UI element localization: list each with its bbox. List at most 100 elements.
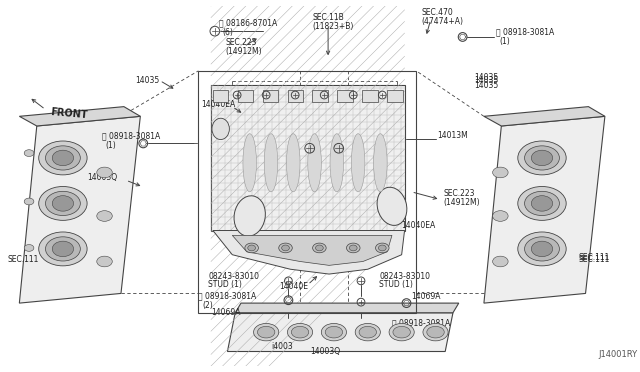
Ellipse shape [52,196,74,211]
Text: Ⓑ 08186-8701A: Ⓑ 08186-8701A [219,18,277,27]
Bar [337,90,353,102]
Text: STUD (1): STUD (1) [380,280,413,289]
Ellipse shape [321,323,346,341]
Ellipse shape [253,323,279,341]
Bar [238,90,253,102]
Ellipse shape [389,323,414,341]
Text: (11823+B): (11823+B) [312,22,354,31]
Text: 14035: 14035 [474,73,499,82]
Bar [362,90,378,102]
Ellipse shape [282,245,289,251]
Ellipse shape [493,256,508,267]
Ellipse shape [518,186,566,220]
Ellipse shape [349,245,357,251]
Ellipse shape [248,245,255,251]
Text: J14001RY: J14001RY [598,350,637,359]
Ellipse shape [97,256,112,267]
Text: 14003Q: 14003Q [87,173,117,182]
Text: 14003Q: 14003Q [310,347,340,356]
Ellipse shape [243,134,257,192]
Ellipse shape [97,167,112,178]
Ellipse shape [346,243,360,253]
Text: 14040EA: 14040EA [402,221,436,230]
Text: 14035: 14035 [474,81,499,90]
Ellipse shape [378,245,386,251]
Text: (2): (2) [396,328,406,337]
Bar [287,90,303,102]
Text: (14912M): (14912M) [225,47,262,56]
Text: (47474+A): (47474+A) [421,17,463,26]
Ellipse shape [264,134,278,192]
Ellipse shape [24,150,34,157]
Text: (1): (1) [106,141,116,150]
Text: 08243-83010: 08243-83010 [380,272,430,280]
Ellipse shape [518,141,566,175]
Ellipse shape [38,232,87,266]
Text: (1): (1) [499,37,510,46]
Ellipse shape [45,237,81,261]
Text: 14069A: 14069A [412,292,441,301]
Ellipse shape [351,134,365,192]
Text: SEC.470: SEC.470 [421,8,452,17]
Ellipse shape [393,326,410,338]
Bar [312,90,328,102]
Ellipse shape [308,134,321,192]
Ellipse shape [291,326,308,338]
Text: i4003: i4003 [271,342,292,351]
Text: SEC.11B: SEC.11B [312,13,344,22]
Ellipse shape [287,134,300,192]
Ellipse shape [38,141,87,175]
Bar [387,90,403,102]
Text: 14040E: 14040E [279,282,308,291]
Ellipse shape [245,243,259,253]
Polygon shape [19,107,140,126]
Polygon shape [232,235,392,265]
Ellipse shape [45,191,81,215]
Text: 14040EA: 14040EA [202,100,236,109]
Text: SEC.223: SEC.223 [225,38,257,47]
Ellipse shape [359,326,376,338]
Ellipse shape [493,211,508,221]
Ellipse shape [427,326,444,338]
Ellipse shape [376,243,389,253]
Text: (2): (2) [202,301,213,310]
Text: SEC.111: SEC.111 [8,255,39,264]
Ellipse shape [531,196,552,211]
Polygon shape [213,231,404,274]
Ellipse shape [312,243,326,253]
Ellipse shape [518,232,566,266]
Ellipse shape [531,241,552,257]
Polygon shape [19,116,140,303]
Ellipse shape [374,134,387,192]
Ellipse shape [493,167,508,178]
Text: 14069A: 14069A [211,308,241,317]
Ellipse shape [287,323,312,341]
Polygon shape [235,303,459,313]
Text: STUD (1): STUD (1) [208,280,242,289]
Ellipse shape [52,150,74,166]
Text: Ⓝ 08918-3081A: Ⓝ 08918-3081A [102,131,160,140]
Text: Ⓝ 08918-3081A: Ⓝ 08918-3081A [198,291,257,300]
Polygon shape [484,107,605,126]
Text: (6): (6) [223,28,234,36]
Text: 14035: 14035 [136,76,160,85]
Ellipse shape [525,237,559,261]
Text: 14013M: 14013M [438,131,468,140]
Text: FRONT: FRONT [50,108,88,121]
Ellipse shape [234,196,266,236]
Ellipse shape [45,146,81,170]
Text: 08243-83010: 08243-83010 [208,272,259,280]
Ellipse shape [525,191,559,215]
Polygon shape [227,313,453,352]
Ellipse shape [531,150,552,166]
Polygon shape [484,116,605,303]
Ellipse shape [279,243,292,253]
Ellipse shape [377,187,407,225]
Ellipse shape [257,326,275,338]
Ellipse shape [52,241,74,257]
Text: SEC.111: SEC.111 [579,255,610,264]
Ellipse shape [212,118,229,140]
Text: SEC.223: SEC.223 [444,189,475,198]
Bar [211,85,404,231]
Ellipse shape [330,134,344,192]
